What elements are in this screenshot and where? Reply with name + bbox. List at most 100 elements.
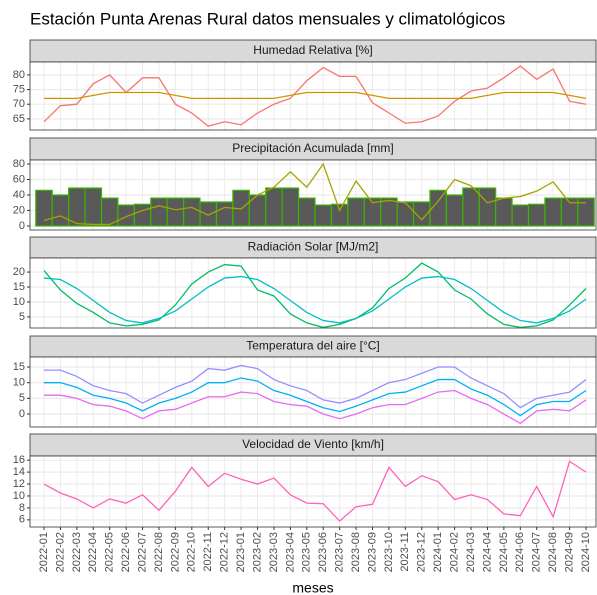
bar — [281, 187, 300, 227]
y-tick-label: 40 — [13, 189, 25, 201]
bar — [117, 204, 135, 227]
y-tick-label: 60 — [13, 173, 25, 185]
y-tick-label: 0 — [19, 220, 25, 232]
x-tick-label: 2023-12 — [416, 532, 428, 572]
bar — [527, 203, 546, 227]
x-tick-label: 2023-05 — [301, 532, 313, 572]
y-tick-label: 80 — [13, 158, 25, 170]
y-tick-label: 16 — [13, 454, 25, 466]
y-tick-label: 80 — [13, 69, 25, 81]
bar — [183, 197, 201, 227]
y-tick-label: 6 — [19, 514, 25, 526]
bar — [314, 204, 333, 227]
plot-border — [29, 455, 597, 528]
x-tick-label: 2022-10 — [186, 532, 198, 572]
x-tick-label: 2022-08 — [153, 532, 165, 572]
x-tick-label: 2022-02 — [54, 532, 66, 572]
bar — [396, 201, 415, 227]
bar — [577, 197, 595, 227]
panel-title: Precipitación Acumulada [mm] — [232, 141, 393, 155]
bar — [297, 197, 316, 227]
plot-border — [29, 257, 597, 329]
y-tick-label: 70 — [13, 98, 25, 110]
line — [43, 65, 587, 127]
panel-title: Velocidad de Viento [km/h] — [242, 437, 384, 451]
y-tick-label: 10 — [13, 377, 25, 389]
x-tick-label: 2022-11 — [202, 532, 214, 572]
bar — [478, 187, 497, 227]
bar — [166, 197, 185, 227]
line — [43, 162, 586, 226]
bar — [445, 194, 464, 227]
y-tick-label: 14 — [13, 466, 25, 478]
plot-border — [29, 356, 597, 428]
bar — [215, 201, 234, 227]
x-tick-label: 2022-06 — [120, 532, 132, 572]
line — [44, 377, 587, 417]
y-tick-label: 20 — [13, 266, 25, 278]
y-tick-label: 15 — [13, 361, 25, 373]
x-tick-label: 2024-04 — [481, 532, 493, 572]
bar — [133, 203, 152, 227]
line — [44, 389, 587, 425]
y-tick-label: 12 — [13, 478, 25, 490]
x-tick-label: 2024-08 — [547, 532, 559, 572]
x-tick-label: 2023-04 — [284, 532, 296, 572]
x-tick-label: 2024-01 — [432, 532, 444, 572]
bar — [380, 197, 398, 227]
y-tick-label: 15 — [13, 281, 25, 293]
x-tick-label: 2023-06 — [317, 532, 329, 572]
line — [43, 460, 587, 522]
bar — [330, 203, 349, 227]
panel-title: Temperatura del aire [°C] — [246, 339, 380, 353]
x-tick-label: 2024-07 — [531, 532, 543, 572]
x-tick-label: 2023-11 — [399, 532, 411, 572]
x-axis-label: meses — [292, 580, 333, 595]
x-tick-label: 2022-04 — [87, 532, 99, 572]
x-tick-label: 2024-05 — [498, 532, 510, 572]
x-tick-label: 2022-09 — [169, 532, 181, 572]
plot-border — [29, 159, 597, 231]
line — [43, 275, 587, 324]
line — [43, 262, 587, 329]
bar — [347, 197, 365, 227]
y-tick-label: 5 — [19, 311, 25, 323]
chart-title: Estación Punta Arenas Rural datos mensua… — [30, 9, 505, 28]
bar — [51, 194, 70, 227]
bar — [35, 189, 53, 227]
plot-border — [29, 61, 597, 131]
x-tick-label: 2024-10 — [580, 532, 592, 572]
x-tick-label: 2022-05 — [104, 532, 116, 572]
panel-title: Radiación Solar [MJ/m2] — [248, 240, 379, 254]
y-tick-label: 0 — [19, 408, 25, 420]
line — [44, 364, 587, 409]
y-tick-label: 5 — [19, 392, 25, 404]
y-tick-label: 8 — [19, 502, 25, 514]
x-tick-label: 2023-09 — [366, 532, 378, 572]
x-tick-label: 2023-03 — [268, 532, 280, 572]
bar — [462, 187, 480, 227]
x-tick-label: 2023-01 — [235, 532, 247, 572]
y-tick-label: 20 — [13, 204, 25, 216]
bar — [511, 204, 530, 227]
x-tick-label: 2023-10 — [383, 532, 395, 572]
x-tick-label: 2023-08 — [350, 532, 362, 572]
panel-title: Humedad Relativa [%] — [253, 43, 372, 57]
x-tick-label: 2024-03 — [465, 532, 477, 572]
x-tick-label: 2024-02 — [449, 532, 461, 572]
x-tick-label: 2024-06 — [514, 532, 526, 572]
x-tick-label: 2022-07 — [136, 532, 148, 572]
x-tick-label: 2023-07 — [334, 532, 346, 572]
bar — [265, 187, 283, 227]
bar — [544, 197, 562, 227]
y-tick-label: 10 — [13, 296, 25, 308]
y-tick-label: 10 — [13, 490, 25, 502]
bar — [84, 187, 103, 227]
line — [44, 91, 587, 99]
plot-area — [30, 456, 596, 527]
bar — [150, 197, 168, 227]
bar — [495, 197, 513, 227]
y-tick-label: 65 — [13, 113, 25, 125]
x-tick-label: 2022-12 — [219, 532, 231, 572]
